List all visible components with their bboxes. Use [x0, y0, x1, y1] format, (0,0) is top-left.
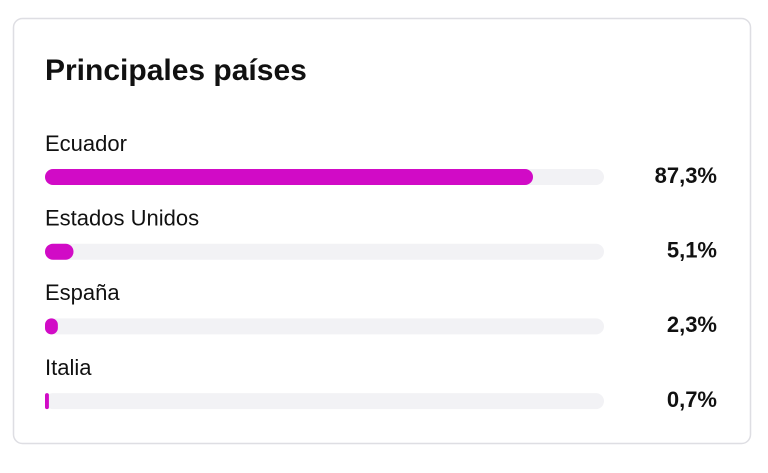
- bar: [45, 169, 534, 185]
- value-label: 5,1%: [667, 238, 717, 263]
- category-label: Ecuador: [45, 131, 127, 156]
- bar: [45, 393, 49, 410]
- category-label: Estados Unidos: [45, 206, 199, 231]
- category-label: España: [45, 280, 120, 305]
- category-label: Italia: [45, 355, 92, 380]
- bar: [45, 243, 74, 260]
- chart-title: Principales países: [45, 54, 307, 87]
- bar: [45, 318, 58, 335]
- value-label: 0,7%: [667, 387, 717, 412]
- card: [12, 17, 752, 445]
- bar-track: [45, 393, 604, 410]
- value-label: 87,3%: [655, 163, 717, 188]
- value-label: 2,3%: [667, 312, 717, 337]
- bar-track: [45, 243, 604, 260]
- bar-track: [45, 318, 604, 335]
